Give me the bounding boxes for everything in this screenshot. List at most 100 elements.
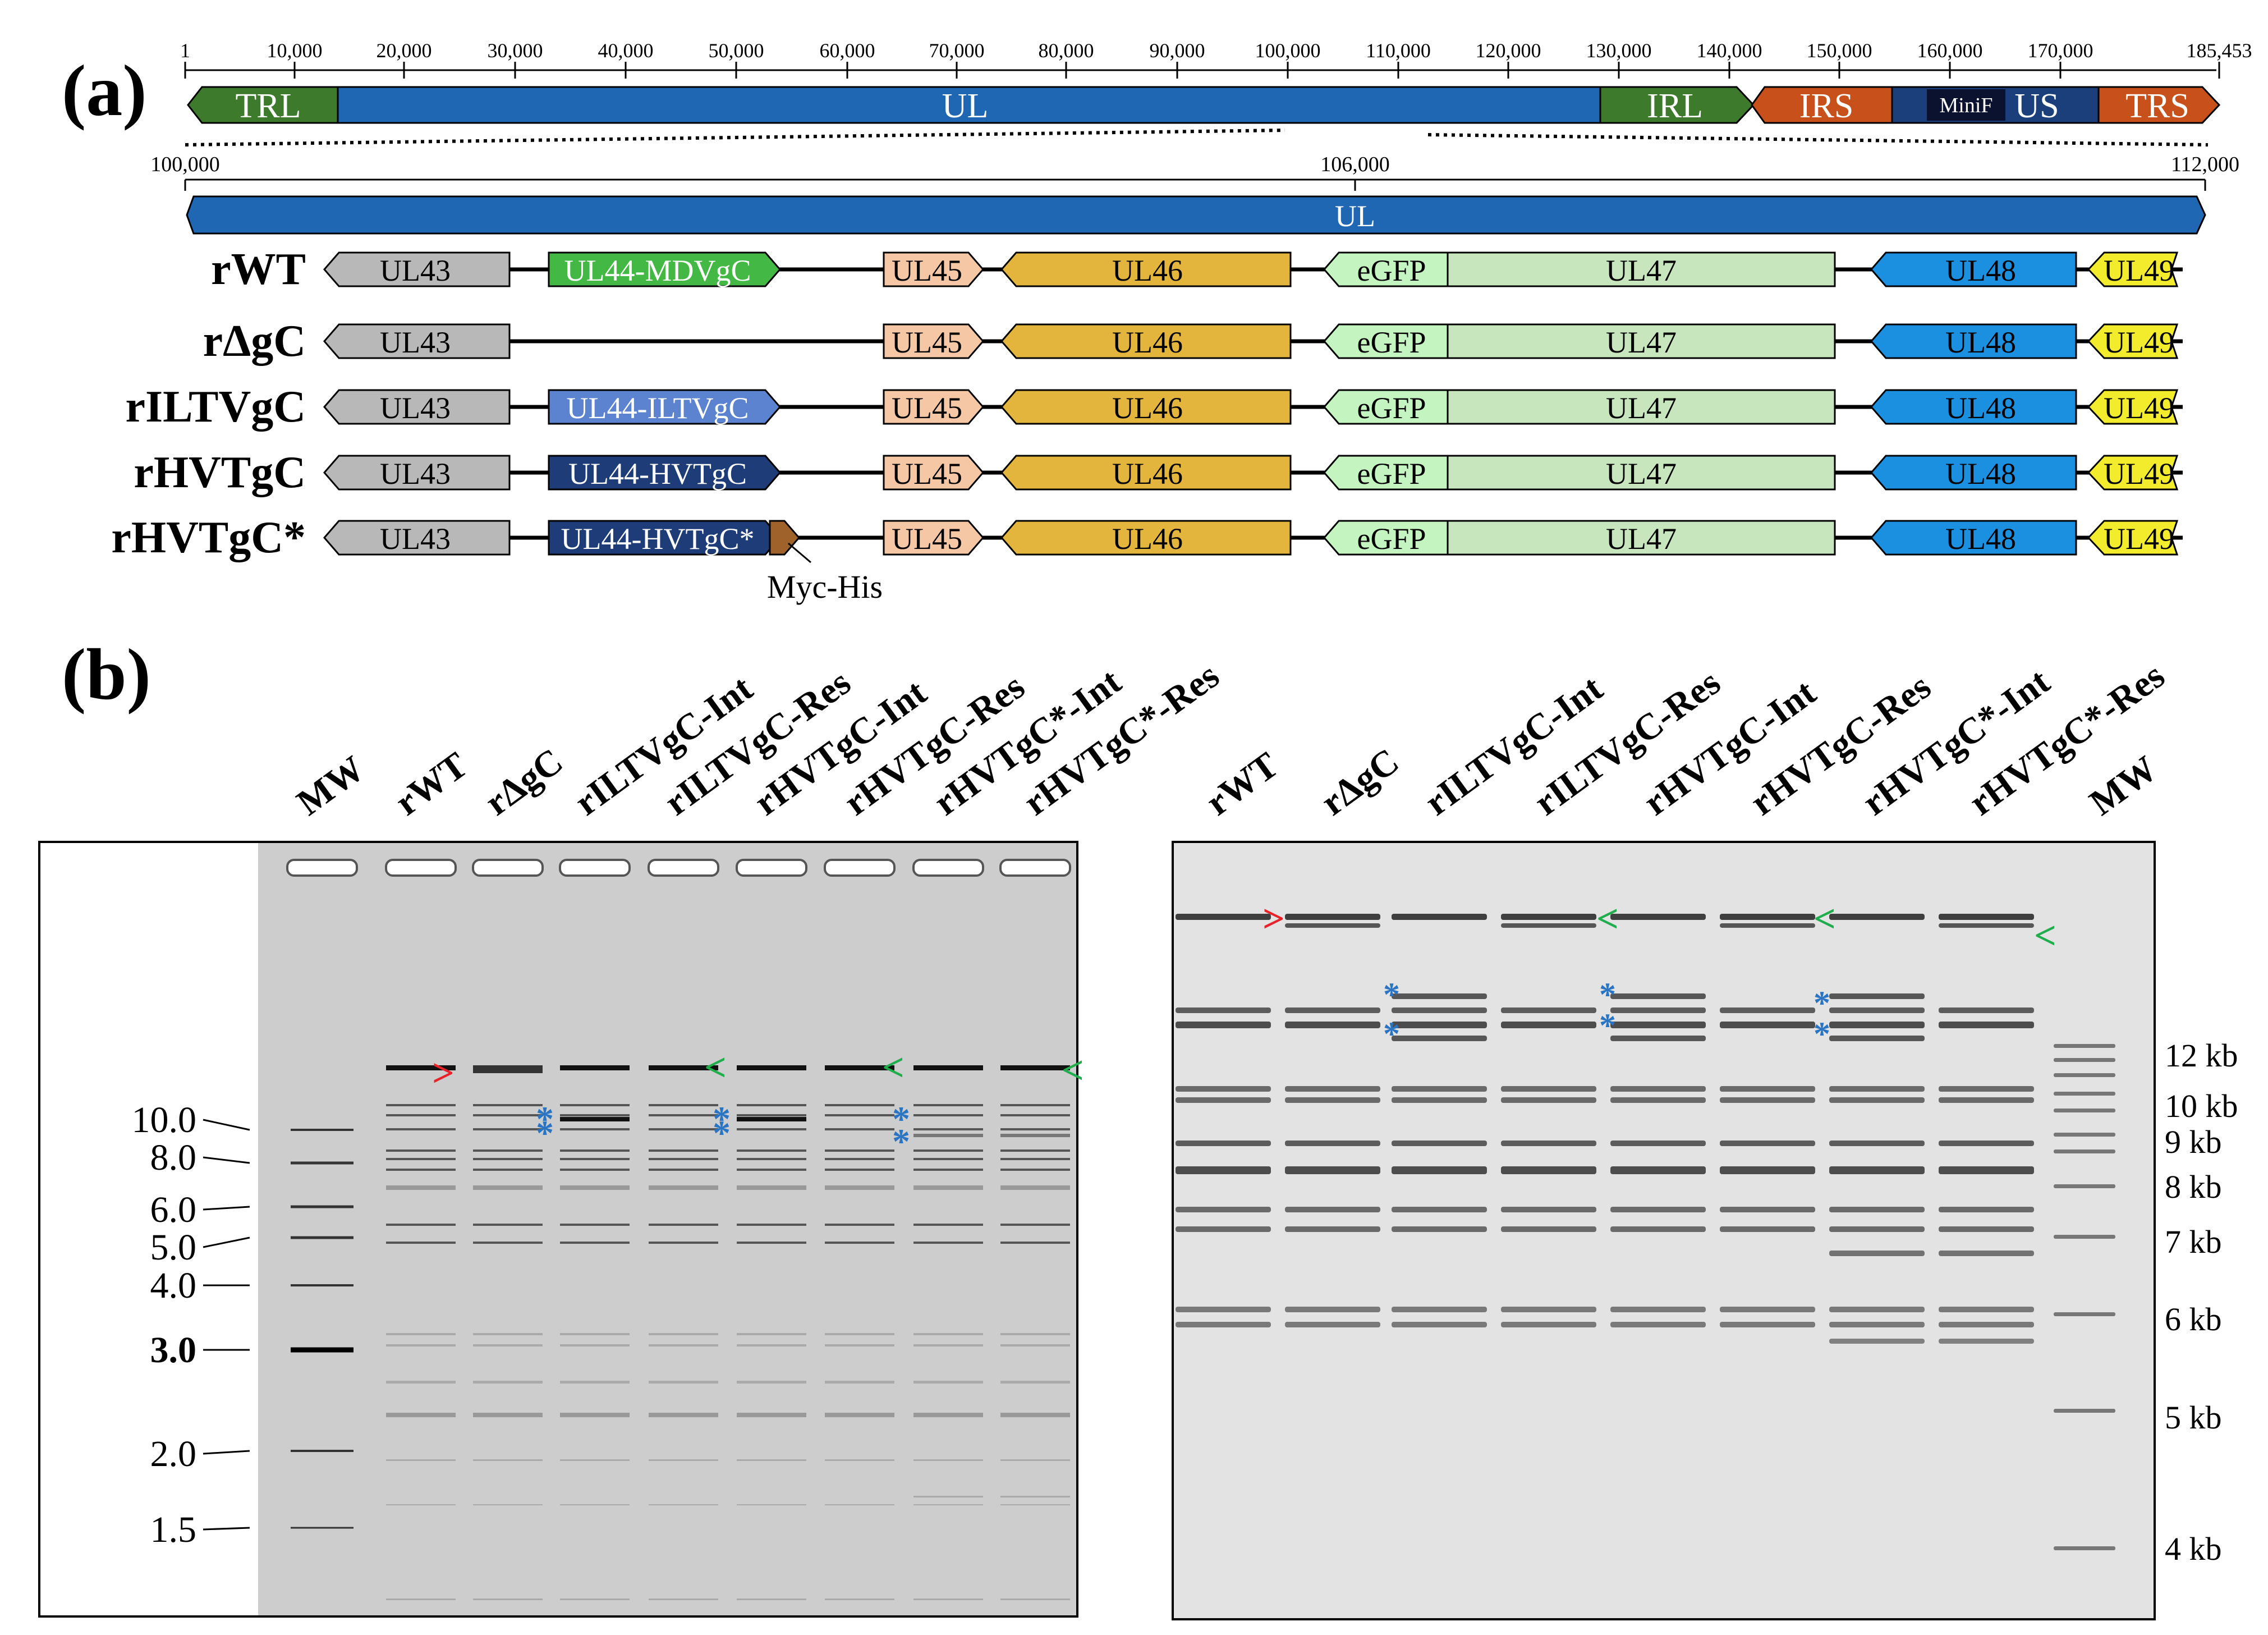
gel-band [1000,1149,1070,1152]
region-irl-label: IRL [1647,87,1703,125]
ladder-band [2054,1044,2115,1048]
gel-band [1610,1226,1706,1232]
gene-ul49 [2087,323,2179,359]
gel-band [825,1169,894,1171]
gene-ul48 [1870,520,2077,556]
gel-band [386,1413,456,1417]
gene-egfp-label: eGFP [1357,391,1426,425]
gel-band [1501,1307,1596,1312]
gene-ul43-label: UL43 [380,457,451,491]
panel-b-label: (b) [62,634,151,715]
gel-band [473,1065,543,1073]
gene-ul44-gc [548,251,781,287]
gel-band [473,1333,543,1335]
gel-band [649,1333,718,1335]
gel-band [386,1242,456,1244]
gel-well [286,859,358,877]
gel-band [1000,1413,1070,1417]
gel-band [1829,914,1925,920]
gel-band [1392,1226,1487,1232]
gel-band [1720,914,1815,920]
gel-band [1000,1158,1070,1160]
zoom-tick-label: 106,000 [1320,153,1390,176]
gel-band [825,1065,894,1070]
gel-band [473,1158,543,1160]
gel-band [1501,1086,1596,1092]
gel-band [1829,1022,1925,1028]
gel-band [1392,1166,1487,1174]
construct-name: rHVTgC [134,448,306,497]
gel-band [825,1224,894,1226]
region-minif-label: MiniF [1939,94,1992,117]
gel-band [560,1344,630,1347]
gel-band [386,1185,456,1190]
ladder-label: 6 kb [2165,1301,2222,1338]
gene-ul45 [883,455,984,491]
gene-ul45-label: UL45 [892,457,962,491]
gel-band [473,1344,543,1347]
ladder-band [2054,1409,2115,1413]
gel-band [1285,923,1380,928]
ladder-band [2054,1312,2115,1316]
gel-band [1829,1339,1925,1344]
lane-label: rΔgC [1314,740,1406,823]
gel-band [913,1185,983,1190]
green-arrow-marker: < [1596,897,1619,941]
gel-band [560,1599,630,1600]
ladder-label: 9 kb [2165,1124,2222,1160]
gel-band [1176,1086,1271,1092]
ladder-band [291,1129,353,1131]
gel-band [1000,1504,1070,1505]
construct-name: rΔgC [203,317,306,366]
gel-band [649,1459,718,1461]
gel-band [649,1114,718,1116]
ladder-label: 1.5 [150,1509,197,1550]
gel-band [825,1344,894,1347]
gene-ul44-gc-label: UL44-HVTgC [568,457,747,491]
gel-band [737,1224,806,1226]
star-marker: * [536,1113,554,1153]
gel-band [649,1169,718,1171]
gel-well [472,859,544,877]
ladder-label: 4 kb [2165,1531,2222,1567]
left-gel-ladder: 10.08.0 6.05.04.0 3.0 2.0 1.5 [132,1100,250,1550]
genome-tick-label: 130,000 [1586,39,1652,62]
star-marker: * [713,1099,731,1139]
gel-band [560,1158,630,1160]
gel-band [1501,1097,1596,1103]
gel-band [1285,1226,1380,1232]
gel-band [1000,1169,1070,1171]
panel-a-label: (a) [62,51,147,131]
gene-ul44-gc-label: UL44-MDVgC [564,254,751,287]
gel-band [1610,1307,1706,1312]
gel-band [473,1149,543,1152]
gel-band [1720,1307,1815,1312]
gel-band [1829,1036,1925,1041]
gel-band [825,1504,894,1505]
gel-band [1829,993,1925,999]
genome-tick-label: 40,000 [598,39,654,62]
gene-ul46-label: UL46 [1112,457,1183,491]
gel-band [1285,1307,1380,1312]
genome-tick-label: 70,000 [929,39,985,62]
gel-band [1939,1097,2034,1103]
gel-band [1000,1599,1070,1600]
ladder-label: 2.0 [150,1434,197,1474]
gel-band [560,1065,630,1070]
gel-band [737,1065,806,1070]
gel-well [648,859,719,877]
gel-band [737,1149,806,1152]
gel-band [649,1104,718,1106]
ladder-label: 4.0 [150,1265,197,1306]
gel-band [386,1381,456,1384]
lane-label: MW [2082,748,2165,823]
gel-band [1176,1166,1271,1174]
ladder-band [291,1347,353,1353]
region-trs [2097,86,2221,124]
ladder-band [291,1527,353,1529]
gene-ul46 [1000,251,1292,287]
ladder-band [291,1284,353,1286]
gel-band [1610,1207,1706,1212]
gel-band [1392,1086,1487,1092]
gene-ul48-label: UL48 [1945,457,2016,491]
